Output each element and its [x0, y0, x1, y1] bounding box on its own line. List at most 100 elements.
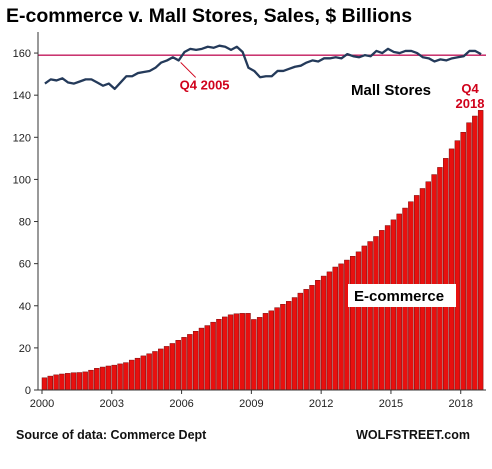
ecommerce-label: E-commerce	[354, 288, 444, 305]
bar-2000-q4	[59, 373, 65, 391]
bar-2017-q4	[454, 140, 461, 391]
x-tick-label: 2015	[379, 398, 403, 410]
axes	[34, 32, 486, 394]
x-tick-label: 2000	[30, 398, 54, 410]
bar-2013-q2	[349, 256, 356, 391]
bar-2007-q4	[222, 316, 228, 391]
bar-2004-q1	[134, 357, 141, 391]
bar-2002-q1	[88, 369, 94, 391]
bar-series	[41, 110, 484, 391]
y-tick-labels: 0 20 40 60 80 100 120 140 160	[13, 48, 31, 397]
bar-2018-q4	[477, 110, 484, 391]
bar-2005-q2	[163, 346, 170, 391]
bar-2013-q1	[344, 259, 350, 391]
bar-2017-q3	[448, 148, 455, 391]
y-tick-label: 80	[19, 217, 31, 229]
bar-2009-q2	[256, 317, 263, 391]
chart-title: E-commerce v. Mall Stores, Sales, $ Bill…	[6, 5, 413, 27]
bar-2013-q4	[361, 245, 368, 391]
y-tick-label: 60	[19, 259, 31, 271]
peak-annotation: Q4 2005	[180, 77, 230, 92]
bar-2005-q3	[169, 343, 176, 391]
bar-2014-q4	[384, 225, 391, 391]
bar-2009-q3	[262, 313, 269, 391]
bar-2011-q3	[309, 285, 315, 391]
x-tick-labels: 2000 2003 2006 2009 2012 2015 2018	[30, 398, 473, 410]
bar-2010-q4	[291, 297, 298, 391]
bar-2006-q4	[198, 327, 205, 391]
bar-2016-q4	[431, 174, 437, 391]
bar-2000-q2	[47, 375, 53, 391]
bar-2010-q1	[274, 307, 280, 391]
y-tick-label: 140	[13, 90, 31, 102]
bar-2013-q3	[355, 251, 362, 391]
bar-2018-q3	[472, 115, 478, 391]
bar-2009-q1	[251, 319, 257, 391]
bar-2002-q4	[105, 365, 112, 391]
bar-2011-q2	[303, 289, 309, 391]
bar-2000-q1	[41, 377, 48, 391]
bar-2005-q4	[175, 340, 181, 391]
x-tick-label: 2003	[100, 398, 124, 410]
bar-2008-q4	[245, 313, 251, 391]
bar-2006-q1	[181, 337, 187, 391]
bar-2001-q4	[82, 371, 88, 391]
bar-2003-q1	[111, 364, 117, 391]
bar-2014-q3	[379, 230, 385, 391]
bar-2007-q1	[204, 325, 211, 391]
y-tick-label: 160	[13, 48, 31, 60]
x-tick-label: 2006	[169, 398, 193, 410]
y-tick-label: 40	[19, 301, 31, 313]
peak-leader-line	[180, 62, 197, 78]
bar-2004-q4	[152, 351, 158, 391]
bar-2006-q2	[187, 334, 193, 391]
bar-2005-q1	[158, 348, 164, 391]
bar-2011-q1	[297, 292, 304, 391]
latest-year-label: 2018	[456, 96, 485, 111]
latest-quarter-label: Q4	[461, 81, 479, 96]
bar-2003-q4	[128, 359, 135, 391]
bar-2007-q2	[210, 321, 216, 391]
bar-2004-q3	[146, 353, 152, 391]
ecommerce-label-box	[348, 284, 456, 307]
bar-2014-q2	[373, 236, 379, 391]
bar-2018-q1	[460, 131, 466, 391]
y-tick-label: 120	[13, 132, 31, 144]
bar-2003-q2	[117, 363, 123, 391]
bar-2004-q2	[140, 355, 147, 391]
bar-2009-q4	[268, 310, 274, 391]
bar-2003-q3	[123, 362, 129, 391]
x-tick-label: 2009	[239, 398, 263, 410]
bar-2012-q1	[320, 275, 327, 391]
bar-2002-q3	[99, 366, 106, 391]
bar-2010-q3	[286, 301, 292, 391]
bar-2007-q3	[216, 318, 222, 391]
bar-2008-q2	[233, 313, 240, 391]
bar-2012-q2	[326, 271, 333, 391]
bar-2001-q3	[76, 372, 83, 391]
bar-2002-q2	[94, 368, 100, 391]
bar-2017-q1	[437, 167, 443, 391]
bar-2010-q2	[280, 304, 286, 391]
y-tick-label: 100	[13, 174, 31, 186]
x-tick-label: 2018	[448, 398, 472, 410]
bar-2017-q2	[443, 158, 449, 391]
bar-2008-q3	[239, 313, 245, 391]
y-tick-label: 0	[25, 385, 31, 397]
bar-2012-q3	[332, 266, 338, 391]
bar-2008-q1	[227, 314, 234, 391]
bar-2012-q4	[338, 263, 344, 391]
bar-2001-q1	[65, 373, 71, 391]
bar-2014-q1	[367, 241, 373, 391]
source-note: Source of data: Commerce Dept	[16, 428, 207, 442]
bar-2011-q4	[315, 280, 321, 391]
y-tick-label: 20	[19, 343, 31, 355]
x-tick-label: 2012	[309, 398, 333, 410]
bar-2000-q3	[53, 374, 59, 391]
mall-stores-line	[44, 44, 482, 91]
mall-stores-label: Mall Stores	[351, 82, 431, 99]
bar-2001-q2	[70, 372, 77, 391]
bar-2018-q2	[466, 122, 472, 391]
bar-2006-q3	[192, 331, 199, 391]
